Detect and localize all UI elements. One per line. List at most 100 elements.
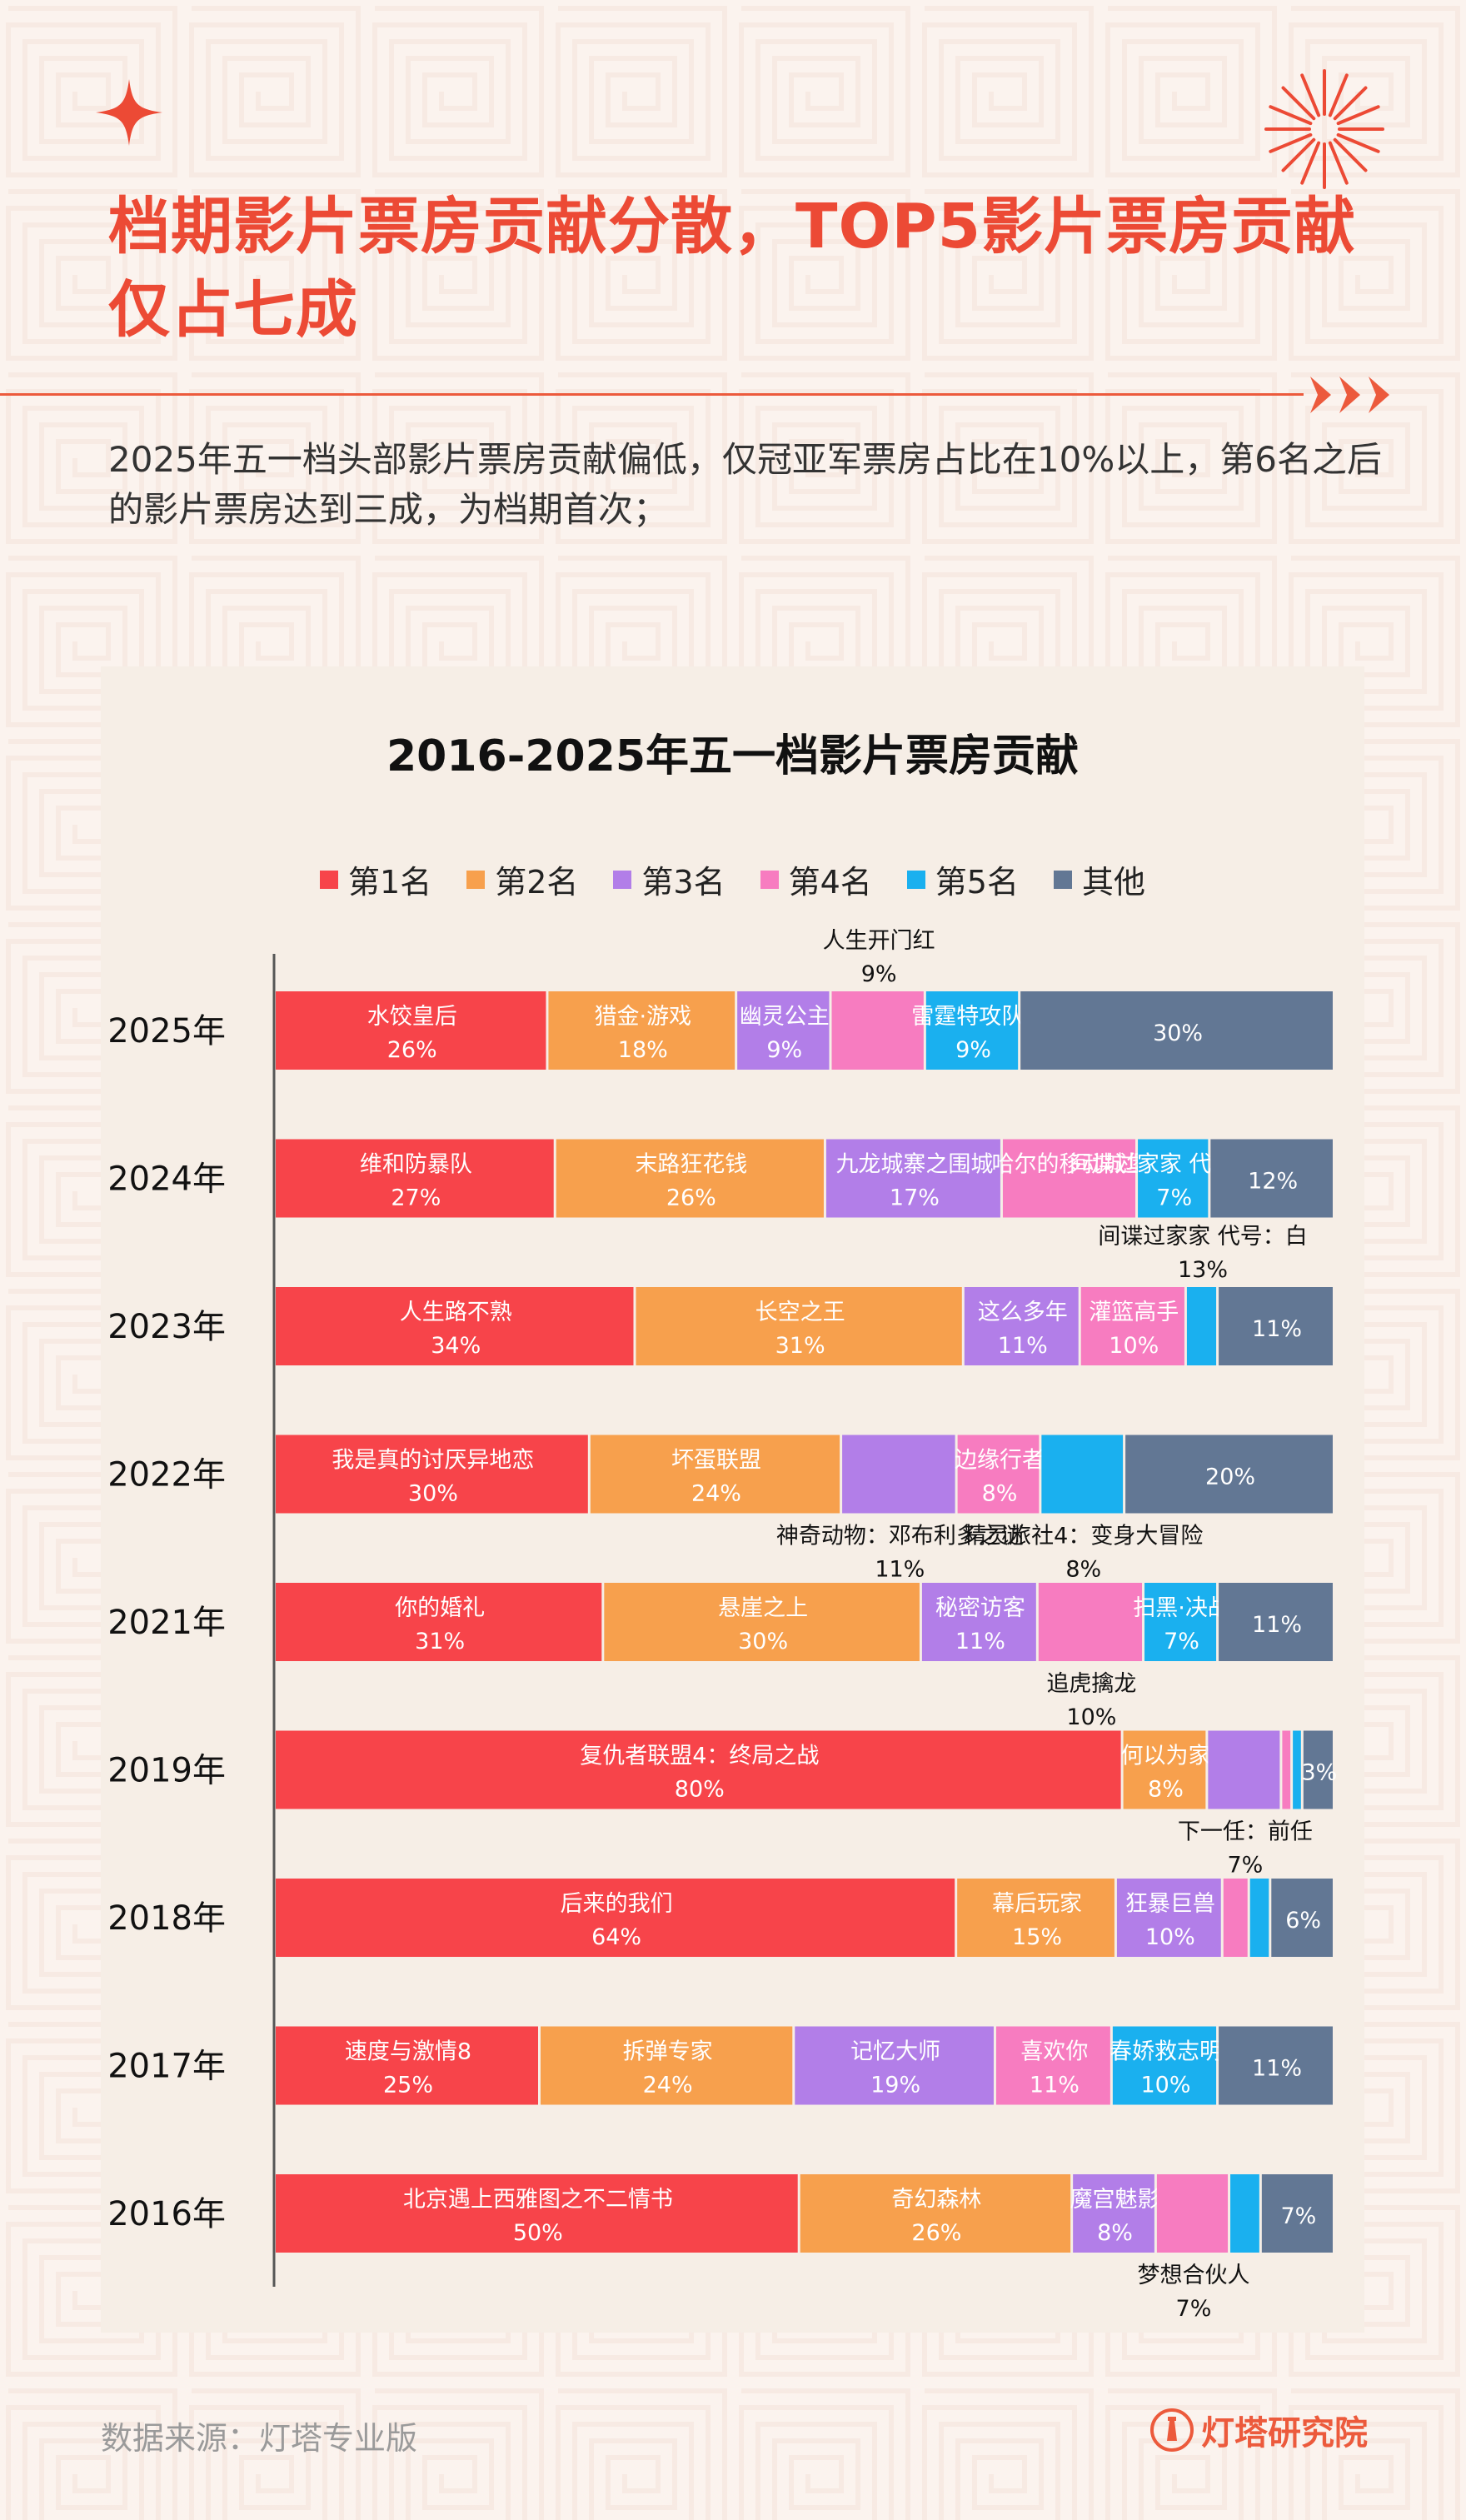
firework-ray [1328,141,1349,185]
callout-film-label: 梦想合伙人 [1137,2263,1249,2288]
bar-segment [1138,1139,1209,1218]
data-label: 10% [1145,1924,1195,1950]
bar-segment [995,2026,1110,2105]
bar-film-label: 魔宫魅影 [1070,2187,1160,2213]
bar-film-label: 你的婚礼 [395,1595,485,1621]
bar-segment [957,1435,1040,1514]
legend-swatch [466,870,486,889]
callout-film-label: 间谍过家家 代号：白 [1098,1224,1308,1250]
stacked-bar-chart: 2025年 水饺皇后 26% 猎金·游戏 18% 幽灵公主 9% 人生开门红 9% 雷霆特攻队* 9… [107,928,1337,2322]
bar-film-label: 拆弹专家 [623,2039,713,2065]
data-label: 30% [738,1629,788,1654]
data-label: 26% [387,1037,437,1063]
bar-segment [1002,1139,1136,1218]
chart-title: 2016-2025年五一档影片票房贡献 [386,731,1080,781]
firework-ray [1281,137,1316,172]
data-label: 11% [1252,1612,1302,1638]
data-label: 8% [982,1481,1018,1507]
data-label: 11% [1252,1316,1302,1342]
y-tick-label: 2019年 [107,1752,226,1790]
callout-film-label: 精灵旅社4：变身大冒险 [964,1524,1203,1549]
bar-segment [604,1583,920,1661]
data-label: 24% [691,1481,741,1507]
data-label: 7% [1156,1185,1192,1211]
legend-item-rank2: 第2名 [466,856,578,902]
bar-segment [1112,2026,1217,2105]
title-divider [0,393,1304,396]
bar-segment [831,991,924,1070]
data-label: 12% [1248,1169,1298,1195]
callout-film-label: 人生开门红 [823,928,935,954]
bar-film-label: 水饺皇后 [367,1004,457,1030]
bar-film-label: 长空之王 [755,1300,845,1325]
brand-logo: 灯塔研究院 [1149,2406,1368,2454]
legend-swatch [1053,870,1072,889]
bar-segment [925,991,1019,1070]
legend-label: 第4名 [788,864,872,901]
bar-segment [541,2026,793,2105]
bar-segment [1210,1139,1333,1218]
data-label: 15% [1012,1924,1062,1950]
data-label: 30% [408,1481,458,1507]
bar-segment [737,991,830,1070]
y-tick-label: 2025年 [107,1012,226,1050]
callout-film-label: 下一任：前任 [1178,1819,1313,1845]
bar-film-label: 奇幻森林 [891,2187,981,2213]
bar-film-label: 后来的我们 [561,1891,673,1917]
chart-legend: 第1名 第2名 第3名 第4名 第5名 其他 [101,856,1364,902]
bar-film-label: 我是真的讨厌异地恋 [332,1448,534,1474]
bar-segment [1080,1287,1184,1365]
data-label: 64% [591,1924,641,1950]
legend-item-other: 其他 [1053,856,1145,902]
data-label: 8% [1097,2220,1133,2246]
data-label: 10% [1109,1333,1159,1359]
bar-film-label: 狂暴巨兽 [1125,1891,1215,1917]
callout-value-label: 7% [1176,2296,1212,2322]
bar-segment [1156,2174,1229,2253]
data-label: 50% [513,2220,563,2246]
firework-ray [1281,86,1316,121]
firework-ray [1269,105,1313,126]
data-label: 25% [383,2073,433,2098]
data-label: 7% [1164,1629,1199,1654]
brand-name: 灯塔研究院 [1201,2414,1368,2453]
page-subtitle: 2025年五一档头部影片票房贡献偏低，仅冠亚军票房占比在10%以上，第6名之后的… [108,439,1382,530]
data-label: 80% [675,1777,725,1803]
bar-segment [1230,2174,1259,2253]
callout-value-label: 7% [1227,1853,1263,1879]
data-label: 11% [998,1333,1048,1359]
callout-value-label: 11% [875,1557,925,1583]
bar-film-label: 灌篮高手 [1089,1300,1179,1325]
legend-label: 第2名 [495,864,579,901]
data-label: 26% [666,1185,716,1211]
bar-segment [1271,1879,1333,1957]
callout-film-label: 神奇动物：邓布利多之谜 [776,1524,1024,1549]
data-label: 20% [1205,1465,1255,1490]
bar-segment [556,1139,824,1218]
bar-segment [1249,1879,1269,1957]
bar-segment [1125,1435,1333,1514]
bar-segment [276,1730,1121,1809]
bar-segment [1038,1583,1143,1661]
bar-segment [1073,2174,1154,2253]
legend-item-rank1: 第1名 [320,856,431,902]
bar-film-label: 坏蛋联盟 [671,1448,761,1474]
y-tick-label: 2017年 [107,2048,226,2086]
bar-film-label: 速度与激情8 [345,2039,471,2065]
legend-item-rank4: 第4名 [760,856,872,902]
legend-label: 第1名 [348,864,432,901]
data-label: 31% [775,1333,825,1359]
legend-swatch [613,870,632,889]
bar-film-label: 幕后玩家 [992,1891,1082,1917]
bar-segment [795,2026,994,2105]
bar-segment [1219,1287,1333,1365]
data-label: 19% [870,2073,920,2098]
bar-segment [825,1139,1000,1218]
firework-ray [1333,137,1368,172]
legend-swatch [760,870,779,889]
data-label: 27% [391,1185,441,1211]
bar-segment [1186,1287,1217,1365]
bar-film-label: 何以为家 [1120,1744,1210,1769]
bar-film-label: 幽灵公主 [740,1004,830,1030]
bar-segment [276,991,546,1070]
